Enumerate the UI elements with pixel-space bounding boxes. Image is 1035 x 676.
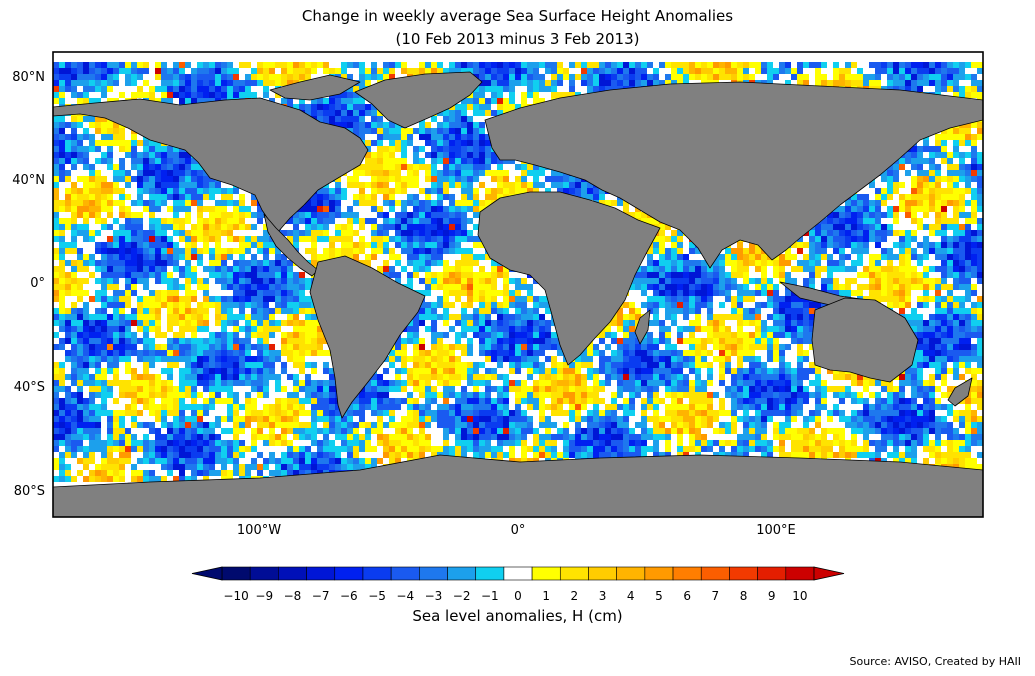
colorbar-cell xyxy=(729,566,758,581)
colorbar-tick-label: 4 xyxy=(626,589,635,603)
colorbar-tick-label: 0 xyxy=(514,589,522,603)
colorbar-max-arrow xyxy=(813,566,845,581)
colorbar-cell xyxy=(559,566,589,581)
lat-label-80s: 80°S xyxy=(13,484,45,499)
colorbar-cell xyxy=(278,566,307,581)
colorbar-cell xyxy=(334,566,364,581)
colorbar-tick-label: 6 xyxy=(683,589,691,603)
colorbar-cell xyxy=(757,566,787,581)
greenland xyxy=(354,71,483,129)
lat-label-80n: 80°N xyxy=(12,70,45,85)
colorbar-tick-label: 1 xyxy=(542,589,551,603)
lat-label-0: 0° xyxy=(30,276,45,291)
colorbar-cell xyxy=(531,566,561,581)
map-frame xyxy=(52,51,984,518)
africa xyxy=(477,191,661,366)
australia xyxy=(811,297,919,383)
colorbar-cell xyxy=(700,566,730,581)
colorbar-tick-label: 3 xyxy=(598,589,607,603)
eurasia xyxy=(484,81,983,269)
land-masses xyxy=(53,71,983,517)
colorbar-cell xyxy=(306,566,336,581)
lat-label-40n: 40°N xyxy=(12,173,45,188)
colorbar-tick-label: −1 xyxy=(480,589,499,603)
colorbar-cell xyxy=(221,566,251,581)
colorbar-tick-label: 7 xyxy=(711,589,720,603)
lon-label-0: 0° xyxy=(510,523,526,538)
colorbar-tick-label: −8 xyxy=(283,589,302,603)
antarctica xyxy=(53,454,983,517)
colorbar-tick-label: 2 xyxy=(570,589,579,603)
south-america xyxy=(309,255,426,419)
colorbar-cell xyxy=(447,566,477,581)
colorbar-cell xyxy=(785,566,815,581)
colorbar-cell xyxy=(362,566,392,581)
colorbar-cell xyxy=(672,566,702,581)
colorbar-tick-label: −6 xyxy=(339,589,358,603)
colorbar-tick-label: −7 xyxy=(311,589,330,603)
colorbar-tick-label: −4 xyxy=(396,589,415,603)
colorbar-cell xyxy=(475,566,505,581)
colorbar-tick-label: −10 xyxy=(223,589,249,603)
colorbar-cell xyxy=(419,566,448,581)
colorbar-tick-label: 5 xyxy=(655,589,663,603)
colorbar-cell xyxy=(390,566,420,581)
colorbar-cell xyxy=(644,566,674,581)
colorbar-cell xyxy=(249,566,279,581)
colorbar-tick-label: −2 xyxy=(452,589,471,603)
lat-label-40s: 40°S xyxy=(13,380,45,395)
source-credit: Source: AVISO, Created by HAII xyxy=(849,655,1021,668)
colorbar-cell xyxy=(588,566,617,581)
map-subtitle: (10 Feb 2013 minus 3 Feb 2013) xyxy=(395,30,640,48)
colorbar-tick-label: 8 xyxy=(739,589,748,603)
colorbar-tick-label: −5 xyxy=(368,589,386,603)
colorbar-min-arrow xyxy=(191,566,223,581)
colorbar-tick-label: 9 xyxy=(767,589,776,603)
madagascar xyxy=(634,309,651,345)
colorbar-cell xyxy=(616,566,646,581)
arctic-islands xyxy=(269,74,361,101)
north-america xyxy=(53,97,369,233)
map-title: Change in weekly average Sea Surface Hei… xyxy=(301,7,734,25)
colorbar-tick-label: −9 xyxy=(255,589,274,603)
lon-label-100e: 100°E xyxy=(756,523,796,538)
colorbar-title: Sea level anomalies, H (cm) xyxy=(412,607,623,625)
new-zealand xyxy=(947,377,973,407)
lon-label-100w: 100°W xyxy=(236,523,282,538)
colorbar-tick-label: 10 xyxy=(792,589,808,603)
colorbar-cell xyxy=(503,566,533,581)
colorbar-cells xyxy=(221,566,815,581)
colorbar-tick-label: −3 xyxy=(424,589,443,603)
